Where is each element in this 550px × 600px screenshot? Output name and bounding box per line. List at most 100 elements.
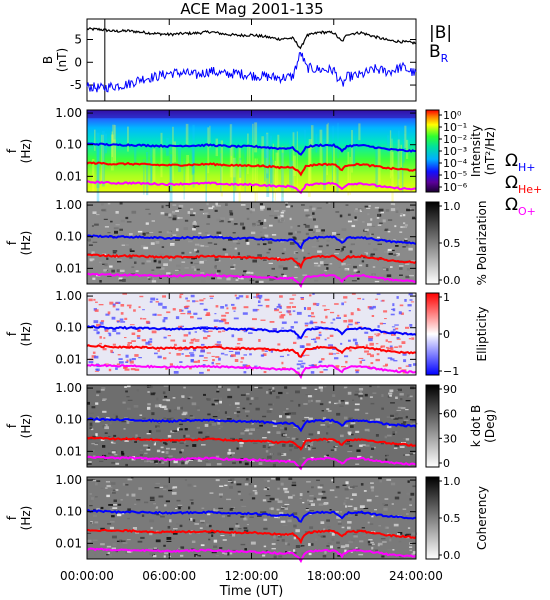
spectrogram-texture	[302, 502, 305, 504]
spectrogram-texture	[268, 388, 272, 391]
spectrogram-texture	[267, 480, 270, 483]
spectrogram-texture	[312, 293, 315, 295]
spectrogram-texture	[129, 360, 134, 364]
spectrogram-texture	[245, 428, 250, 432]
spectrogram-texture	[147, 447, 150, 449]
spectrogram-texture	[199, 527, 203, 529]
spectrogram-texture	[166, 311, 171, 314]
spectrogram-texture	[296, 263, 301, 267]
spectrogram-texture	[353, 535, 358, 538]
spectrogram-texture	[94, 442, 99, 445]
spectrogram-texture	[281, 423, 284, 427]
spectrogram-texture	[163, 317, 168, 320]
spectrogram-texture	[349, 445, 353, 447]
spectrogram-texture	[94, 129, 96, 151]
spectrogram-texture	[217, 276, 222, 280]
spectrogram-texture	[122, 542, 128, 544]
spectrogram-texture	[309, 526, 314, 529]
spectrogram-texture	[178, 204, 184, 208]
spectrogram-texture	[227, 515, 231, 517]
spectrogram-texture	[287, 519, 292, 523]
spectrogram-texture	[310, 371, 315, 374]
colorbar-tick-label: 10⁻¹	[443, 121, 467, 134]
spectrogram-texture	[227, 552, 230, 556]
spectrogram-texture	[278, 391, 283, 395]
spectrogram-texture	[215, 202, 218, 206]
spectrogram-texture	[171, 448, 176, 451]
spectrogram-texture	[270, 156, 273, 184]
spectrogram-texture	[136, 500, 141, 503]
spectrogram-texture	[306, 343, 311, 346]
spectrogram-texture	[250, 428, 255, 431]
spectrogram-texture	[294, 266, 298, 268]
spectrogram-texture	[152, 555, 157, 558]
spectrogram-texture	[330, 449, 335, 451]
y-axis-label: f	[5, 148, 19, 153]
spectrogram-texture	[349, 250, 353, 254]
spectrogram-texture	[206, 202, 209, 206]
spectrogram-texture	[115, 211, 119, 214]
spectrogram-texture	[215, 455, 220, 459]
spectrogram-texture	[373, 248, 378, 251]
spectrogram-texture	[184, 267, 189, 269]
spectrogram-texture	[284, 386, 288, 389]
spectrogram-texture	[266, 144, 270, 197]
spectrogram-texture	[262, 353, 267, 356]
spectrogram-texture	[390, 358, 395, 361]
spectrogram-texture	[187, 211, 190, 214]
spectrogram-texture	[287, 551, 292, 553]
spectrogram-texture	[410, 492, 415, 496]
spectrogram-texture	[387, 250, 390, 253]
spectrogram-texture	[176, 522, 179, 525]
spectrogram-texture	[184, 461, 188, 465]
spectrogram-texture	[307, 307, 311, 311]
spectrogram-texture	[327, 526, 331, 528]
spectrogram-texture	[259, 481, 261, 485]
he-gyro-line	[86, 344, 417, 358]
spectrogram-texture	[240, 357, 245, 360]
spectrogram-texture	[228, 238, 233, 241]
spectrogram-texture	[183, 158, 185, 200]
spectrogram-texture	[206, 463, 211, 466]
spectrogram-texture	[130, 477, 134, 479]
spectrogram-texture	[252, 222, 256, 226]
spectrogram-texture	[400, 312, 404, 315]
spectrogram-texture	[344, 355, 349, 358]
spectrogram-texture	[112, 343, 116, 346]
spectrogram-texture	[134, 261, 137, 264]
spectrogram-texture	[387, 347, 392, 350]
spectrogram-texture	[105, 487, 108, 489]
spectrogram-texture	[113, 504, 118, 506]
spectrogram-texture	[328, 352, 333, 355]
legend-gyro-1: ΩHe+	[505, 173, 542, 196]
spectrogram-texture	[387, 434, 392, 437]
spectrogram-texture	[111, 442, 116, 444]
spectrogram-texture	[347, 431, 352, 434]
y-axis-unit: (Hz)	[19, 139, 33, 164]
spectrogram-texture	[230, 507, 234, 509]
spectrogram-texture	[350, 551, 353, 553]
spectrogram-texture	[405, 326, 410, 329]
spectrogram-texture	[341, 238, 344, 240]
spectrogram-background	[87, 202, 416, 284]
spectrogram-texture	[175, 529, 181, 532]
spectrogram-texture	[258, 264, 261, 266]
h-gyro-line	[86, 417, 417, 433]
spectrogram-texture	[109, 520, 115, 523]
spectrogram-texture	[332, 353, 336, 355]
spectrogram-texture	[300, 365, 304, 368]
he-gyro-line	[86, 161, 417, 177]
spectrogram-texture	[227, 451, 232, 455]
spectrogram-texture	[164, 504, 167, 507]
y-tick-label: 0.01	[55, 169, 82, 183]
spectrogram-texture	[256, 427, 261, 429]
spectrogram-texture	[106, 417, 110, 419]
spectrogram-texture	[388, 341, 392, 343]
spectrogram-texture	[219, 400, 222, 404]
spectrogram-texture	[337, 314, 340, 317]
spectrogram-texture	[265, 495, 271, 497]
spectrogram-texture	[215, 363, 221, 365]
spectrogram-texture	[261, 349, 265, 352]
spectrogram-texture	[126, 493, 129, 497]
spectrogram-texture	[171, 491, 177, 495]
